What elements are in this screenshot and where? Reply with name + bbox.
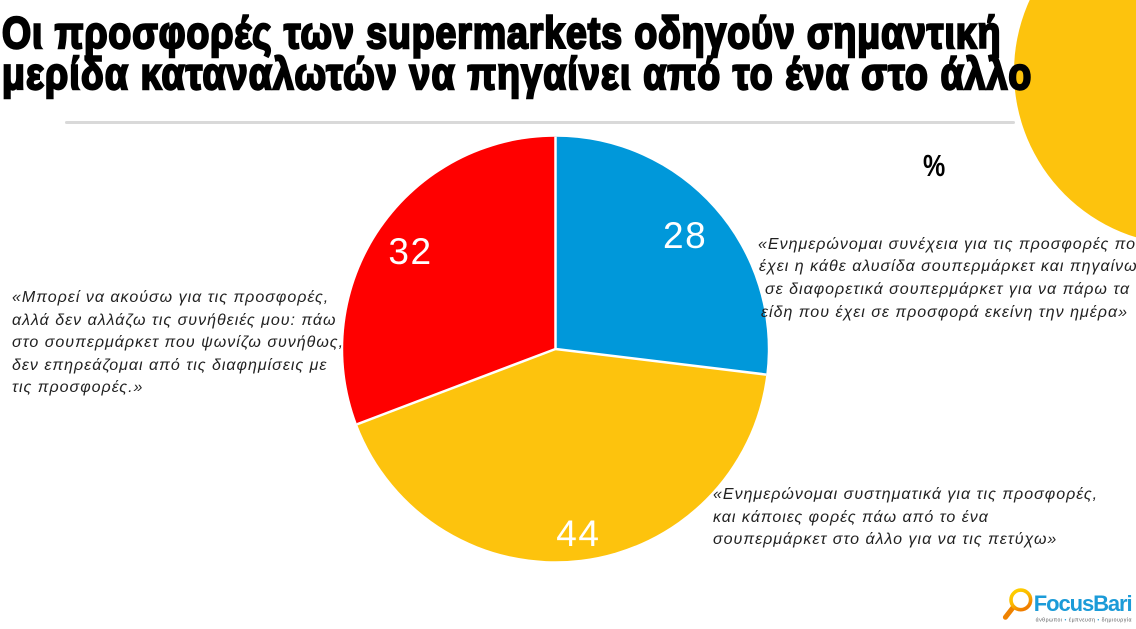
svg-text:FocusBari: FocusBari (1034, 591, 1132, 616)
svg-text:άνθρωποι • έμπνευση • δημιουργ: άνθρωποι • έμπνευση • δημιουργία (1036, 616, 1132, 623)
